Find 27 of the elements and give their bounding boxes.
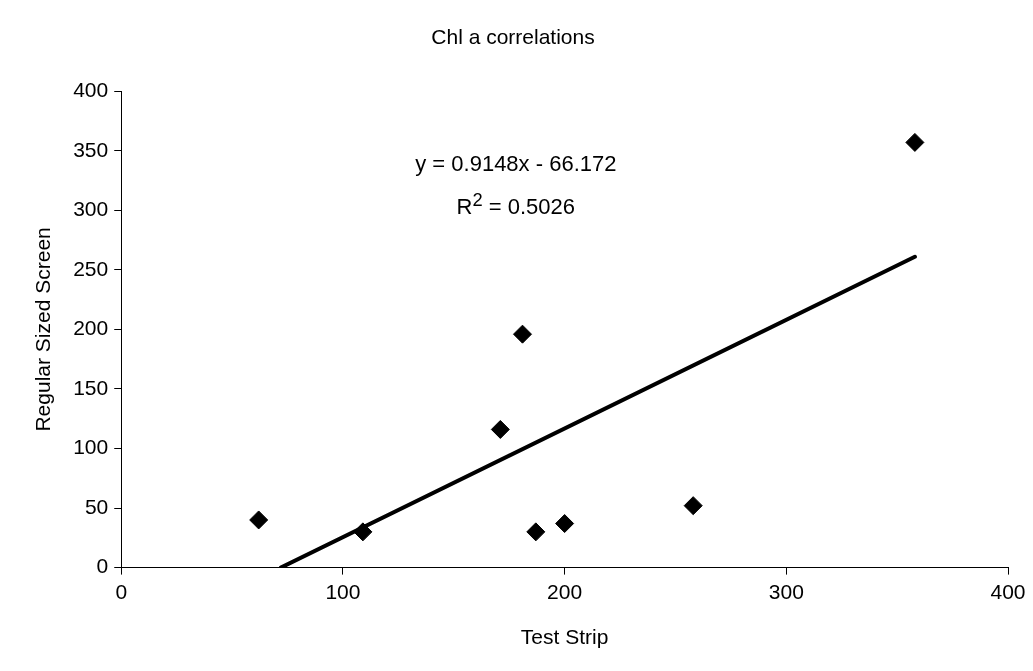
x-tick-label: 100	[325, 580, 361, 603]
x-tick-label: 0	[115, 580, 128, 603]
y-tick-label: 0	[96, 554, 109, 578]
point	[683, 496, 703, 516]
x-axis-title: Test Strip	[520, 625, 609, 649]
point	[905, 132, 925, 152]
y-tick-label: 50	[84, 494, 109, 518]
point	[353, 522, 373, 542]
x-tick-label: 300	[768, 580, 804, 603]
annotation: R$^{2}$ = 0.5026	[456, 189, 576, 220]
y-tick-label: 250	[73, 256, 109, 280]
annotation: y = 0.9148x - 66.172	[415, 151, 617, 177]
y-tick-label: 150	[73, 375, 109, 399]
chart-title: Chl a correlations	[431, 25, 595, 49]
y-tick-label: 350	[73, 137, 109, 161]
y-axis-title: Regular Sized Screen	[31, 227, 55, 432]
y-tick-label: 200	[73, 316, 109, 340]
point	[526, 522, 546, 542]
point	[513, 324, 532, 344]
point	[249, 510, 269, 530]
point	[555, 514, 575, 534]
x-tick-label: 200	[547, 580, 583, 603]
y-tick-label: 300	[73, 197, 109, 221]
point	[490, 419, 510, 439]
y-tick-label: 100	[73, 435, 109, 459]
x-tick-label: 400	[990, 580, 1026, 603]
y-tick-label: 400	[73, 78, 109, 101]
